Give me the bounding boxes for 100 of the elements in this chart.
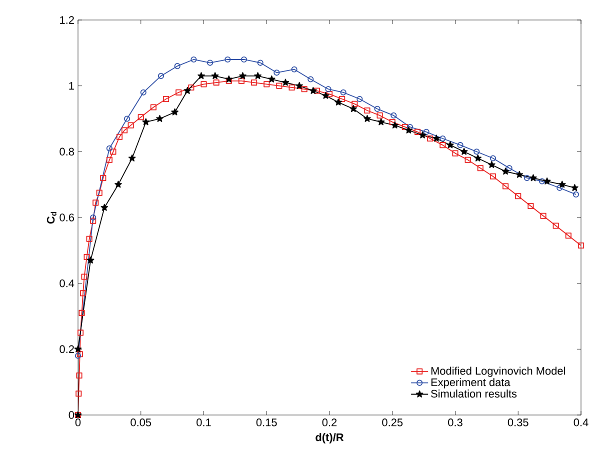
point bbox=[464, 156, 471, 163]
y-axis-title: C$_{d}$ bbox=[46, 212, 56, 224]
y-tick-label: 1 bbox=[69, 82, 74, 90]
point bbox=[364, 114, 371, 122]
point bbox=[274, 70, 280, 76]
point bbox=[301, 86, 308, 92]
point bbox=[516, 170, 524, 178]
point bbox=[100, 174, 106, 182]
point bbox=[427, 135, 434, 142]
legend-label: Modified Logvinovich Model bbox=[431, 366, 565, 377]
point bbox=[211, 72, 219, 80]
point bbox=[543, 177, 551, 184]
point bbox=[432, 134, 440, 142]
point bbox=[552, 222, 559, 229]
point bbox=[184, 86, 192, 94]
point bbox=[488, 161, 496, 168]
point bbox=[515, 193, 522, 200]
point bbox=[477, 165, 484, 172]
point bbox=[90, 214, 96, 221]
point bbox=[213, 80, 220, 86]
x-tick-label: 0.4 bbox=[574, 418, 588, 426]
point bbox=[308, 76, 314, 82]
point bbox=[106, 145, 112, 152]
point bbox=[100, 204, 108, 211]
point bbox=[190, 56, 197, 63]
point bbox=[352, 100, 358, 107]
point bbox=[110, 148, 116, 155]
point bbox=[116, 134, 123, 140]
point bbox=[76, 372, 82, 379]
point bbox=[506, 165, 512, 172]
point bbox=[162, 96, 170, 102]
point bbox=[538, 178, 546, 184]
point bbox=[524, 174, 530, 182]
point bbox=[474, 148, 480, 155]
point bbox=[224, 56, 231, 63]
point bbox=[390, 112, 397, 118]
point bbox=[225, 75, 233, 82]
point bbox=[76, 390, 82, 397]
y-tick-label: 0.6 bbox=[60, 214, 74, 222]
point bbox=[86, 236, 92, 242]
point bbox=[502, 168, 510, 175]
point bbox=[406, 124, 414, 130]
point bbox=[251, 80, 258, 86]
point bbox=[282, 78, 290, 86]
point bbox=[150, 104, 156, 110]
legend-label: Simulation results bbox=[431, 390, 517, 398]
point bbox=[310, 86, 317, 94]
point bbox=[405, 126, 412, 134]
point bbox=[114, 180, 122, 188]
point bbox=[377, 118, 385, 126]
point bbox=[121, 127, 128, 134]
point bbox=[239, 72, 246, 80]
x-tick-label: 0.25 bbox=[382, 418, 403, 426]
point bbox=[326, 91, 333, 98]
point bbox=[291, 66, 298, 72]
point bbox=[128, 122, 134, 128]
point bbox=[128, 154, 136, 162]
point bbox=[226, 78, 232, 84]
point bbox=[339, 96, 346, 102]
point bbox=[571, 184, 578, 192]
x-tick-label: 0.3 bbox=[448, 418, 462, 426]
x-axis-title: d(t)/R bbox=[316, 433, 344, 444]
point bbox=[207, 60, 214, 66]
point bbox=[530, 174, 537, 182]
point bbox=[340, 89, 346, 96]
point bbox=[200, 81, 207, 88]
point bbox=[174, 63, 180, 70]
point bbox=[124, 116, 130, 122]
point bbox=[350, 105, 358, 112]
point bbox=[188, 84, 194, 91]
point bbox=[364, 107, 370, 114]
point bbox=[376, 112, 383, 118]
point bbox=[389, 119, 396, 126]
point bbox=[106, 156, 112, 163]
point bbox=[457, 142, 464, 148]
point bbox=[528, 202, 534, 210]
point bbox=[460, 148, 468, 155]
point bbox=[257, 60, 264, 66]
point bbox=[77, 330, 84, 336]
point bbox=[142, 118, 150, 126]
point bbox=[268, 75, 276, 82]
point bbox=[140, 89, 146, 96]
point bbox=[74, 345, 82, 352]
point bbox=[158, 72, 164, 79]
y-tick-label: 0.8 bbox=[60, 148, 74, 156]
point bbox=[440, 135, 446, 142]
point bbox=[296, 82, 303, 90]
x-tick-label: 0.1 bbox=[196, 418, 211, 426]
point bbox=[288, 84, 295, 91]
point bbox=[334, 98, 342, 106]
point bbox=[540, 212, 546, 219]
point bbox=[474, 154, 482, 162]
point bbox=[240, 56, 248, 63]
x-tick-label: 0.35 bbox=[508, 418, 528, 426]
point bbox=[238, 78, 245, 84]
point bbox=[81, 274, 88, 280]
point bbox=[86, 256, 94, 264]
point bbox=[452, 150, 458, 156]
y-tick-label: 0.2 bbox=[60, 345, 74, 354]
point bbox=[92, 200, 99, 206]
